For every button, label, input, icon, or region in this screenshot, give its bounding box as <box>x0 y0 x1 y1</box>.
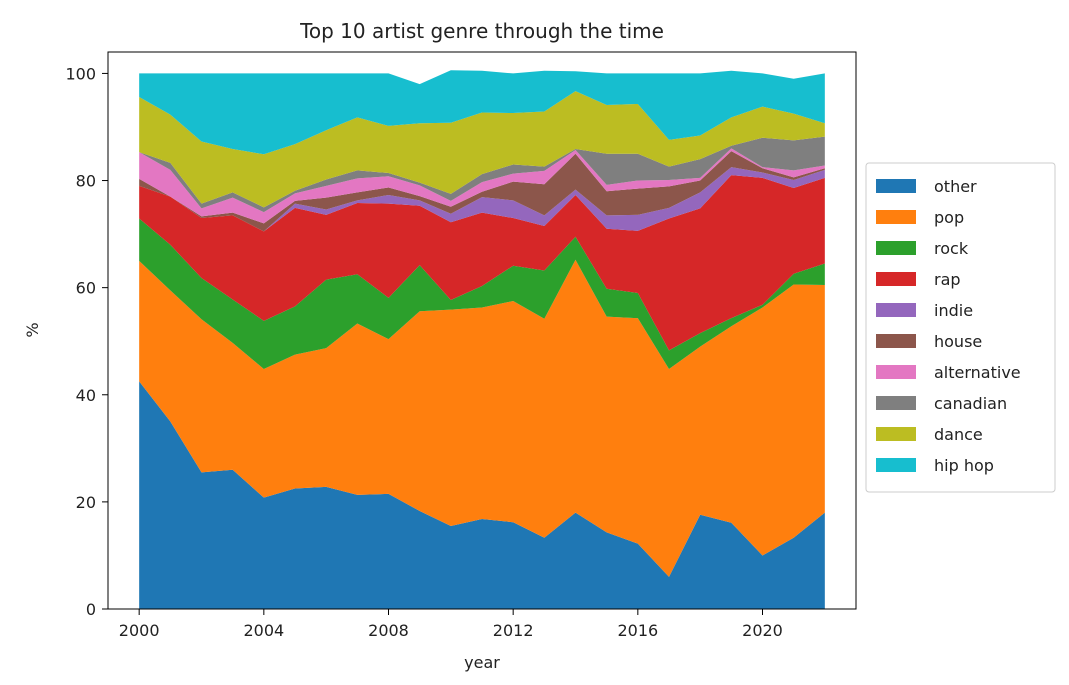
legend-swatch <box>876 365 916 379</box>
legend-label: alternative <box>934 363 1021 382</box>
y-axis: 0 20 40 60 80 100 <box>65 64 108 619</box>
legend-swatch <box>876 303 916 317</box>
area-pop <box>139 259 825 577</box>
y-tick-label: 40 <box>76 386 96 405</box>
legend-swatch <box>876 427 916 441</box>
y-tick-label: 80 <box>76 172 96 191</box>
legend-label: dance <box>934 425 983 444</box>
legend-label: canadian <box>934 394 1007 413</box>
legend-swatch <box>876 396 916 410</box>
chart-title: Top 10 artist genre through the time <box>299 19 664 43</box>
legend-label: house <box>934 332 982 351</box>
legend-swatch <box>876 241 916 255</box>
legend-swatch <box>876 334 916 348</box>
x-tick-label: 2016 <box>617 621 658 640</box>
legend-swatch <box>876 272 916 286</box>
legend-label: hip hop <box>934 456 994 475</box>
area-house <box>139 151 825 232</box>
y-tick-label: 100 <box>65 64 96 83</box>
legend-label: pop <box>934 208 964 227</box>
legend-label: other <box>934 177 977 196</box>
legend-swatch <box>876 458 916 472</box>
legend-swatch <box>876 210 916 224</box>
x-tick-label: 2020 <box>742 621 783 640</box>
area-rap <box>139 175 825 351</box>
x-tick-label: 2012 <box>493 621 534 640</box>
area-indie <box>139 167 825 232</box>
x-tick-label: 2000 <box>119 621 160 640</box>
area-dance <box>139 91 825 208</box>
legend-label: rock <box>934 239 969 258</box>
y-axis-label: % <box>23 322 42 337</box>
x-axis: 2000 2004 2008 2012 2016 2020 <box>119 609 783 640</box>
area-alternative <box>139 148 825 224</box>
y-tick-label: 20 <box>76 493 96 512</box>
x-axis-label: year <box>464 653 500 672</box>
x-tick-label: 2008 <box>368 621 409 640</box>
legend-label: indie <box>934 301 973 320</box>
x-tick-label: 2004 <box>243 621 284 640</box>
legend-label: rap <box>934 270 961 289</box>
area-rock <box>139 218 825 370</box>
area-other <box>139 381 825 609</box>
y-tick-label: 0 <box>86 600 96 619</box>
plot-frame <box>107 51 857 610</box>
area-hip-hop <box>139 70 825 155</box>
plot-areas <box>139 70 825 609</box>
y-tick-label: 60 <box>76 279 96 298</box>
area-canadian <box>139 136 825 213</box>
legend: other pop rock rap indie house alternative cana… <box>865 162 1056 493</box>
legend-swatch <box>876 179 916 193</box>
